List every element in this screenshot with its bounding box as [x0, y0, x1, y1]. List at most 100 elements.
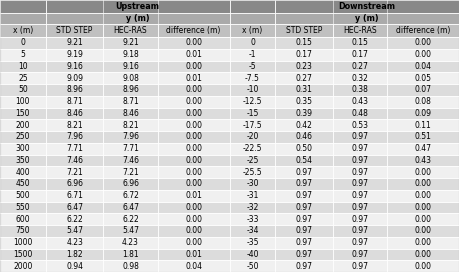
Text: 5: 5: [21, 50, 25, 59]
Bar: [46, 72, 103, 84]
Text: 0.97: 0.97: [296, 262, 313, 271]
Text: 2000: 2000: [13, 262, 33, 271]
Bar: [158, 84, 230, 96]
Text: 0.00: 0.00: [185, 238, 202, 247]
Bar: [230, 96, 275, 107]
Bar: [158, 49, 230, 60]
Bar: [0, 60, 46, 72]
Bar: [46, 131, 103, 143]
Text: 0.97: 0.97: [352, 168, 369, 177]
Text: 0.97: 0.97: [352, 156, 369, 165]
Text: 0.54: 0.54: [296, 156, 313, 165]
Bar: [275, 84, 333, 96]
Text: 0.00: 0.00: [185, 85, 202, 94]
Bar: [46, 96, 103, 107]
Bar: [0, 24, 46, 37]
Bar: [387, 249, 459, 260]
Text: difference (m): difference (m): [396, 26, 450, 35]
Bar: [103, 225, 158, 237]
Bar: [230, 237, 275, 249]
Bar: [158, 166, 230, 178]
Text: 0.53: 0.53: [352, 120, 369, 130]
Bar: [275, 37, 333, 49]
Text: 550: 550: [16, 203, 30, 212]
Bar: [275, 225, 333, 237]
Text: 0.43: 0.43: [352, 97, 369, 106]
Text: 0.42: 0.42: [296, 120, 313, 130]
Text: 0.00: 0.00: [414, 38, 431, 47]
Bar: [230, 131, 275, 143]
Bar: [333, 225, 387, 237]
Text: 8.46: 8.46: [122, 109, 139, 118]
Bar: [103, 237, 158, 249]
Text: 4.23: 4.23: [122, 238, 139, 247]
Text: 9.21: 9.21: [122, 38, 139, 47]
Text: -31: -31: [246, 191, 258, 200]
Text: 0.00: 0.00: [185, 226, 202, 235]
Bar: [230, 202, 275, 213]
Bar: [230, 37, 275, 49]
Bar: [333, 131, 387, 143]
Bar: [0, 213, 46, 225]
Bar: [387, 72, 459, 84]
Text: 25: 25: [18, 74, 28, 83]
Bar: [158, 249, 230, 260]
Bar: [230, 260, 275, 272]
Text: 0.00: 0.00: [185, 168, 202, 177]
Text: 300: 300: [16, 144, 30, 153]
Bar: [0, 237, 46, 249]
Text: 1.81: 1.81: [122, 250, 139, 259]
Bar: [0, 0, 46, 13]
Text: 7.46: 7.46: [66, 156, 83, 165]
Text: 0.00: 0.00: [414, 179, 431, 188]
Bar: [103, 49, 158, 60]
Text: 0.00: 0.00: [185, 179, 202, 188]
Text: 9.19: 9.19: [66, 50, 83, 59]
Bar: [333, 202, 387, 213]
Bar: [103, 154, 158, 166]
Bar: [46, 166, 103, 178]
Text: STD STEP: STD STEP: [286, 26, 322, 35]
Bar: [158, 178, 230, 190]
Text: 0.97: 0.97: [352, 203, 369, 212]
Text: -7.5: -7.5: [245, 74, 260, 83]
Text: 0.15: 0.15: [352, 38, 369, 47]
Text: 9.09: 9.09: [66, 74, 83, 83]
Bar: [46, 237, 103, 249]
Text: -25: -25: [246, 156, 258, 165]
Bar: [158, 143, 230, 154]
Text: 0.11: 0.11: [415, 120, 431, 130]
Text: 0.97: 0.97: [296, 215, 313, 224]
Text: 750: 750: [16, 226, 30, 235]
Text: -10: -10: [246, 85, 258, 94]
Text: 9.21: 9.21: [66, 38, 83, 47]
Text: 0.01: 0.01: [185, 191, 202, 200]
Text: 0.00: 0.00: [185, 144, 202, 153]
Bar: [158, 96, 230, 107]
Bar: [0, 131, 46, 143]
Bar: [158, 237, 230, 249]
Text: 0.97: 0.97: [296, 191, 313, 200]
Text: Upstream: Upstream: [116, 2, 160, 11]
Bar: [333, 260, 387, 272]
Text: 8.71: 8.71: [122, 97, 139, 106]
Bar: [158, 60, 230, 72]
Text: 0.09: 0.09: [414, 109, 431, 118]
Bar: [387, 119, 459, 131]
Text: 0.97: 0.97: [352, 250, 369, 259]
Text: 0.07: 0.07: [414, 85, 431, 94]
Bar: [0, 166, 46, 178]
Text: 0.01: 0.01: [185, 74, 202, 83]
Text: HEC-RAS: HEC-RAS: [114, 26, 147, 35]
Text: 0.35: 0.35: [296, 97, 313, 106]
Text: -22.5: -22.5: [243, 144, 262, 153]
Text: 0.00: 0.00: [185, 109, 202, 118]
Bar: [46, 249, 103, 260]
Text: -35: -35: [246, 238, 259, 247]
Bar: [46, 119, 103, 131]
Text: 0.00: 0.00: [414, 226, 431, 235]
Bar: [387, 49, 459, 60]
Bar: [103, 84, 158, 96]
Bar: [230, 0, 275, 13]
Text: 0: 0: [250, 38, 255, 47]
